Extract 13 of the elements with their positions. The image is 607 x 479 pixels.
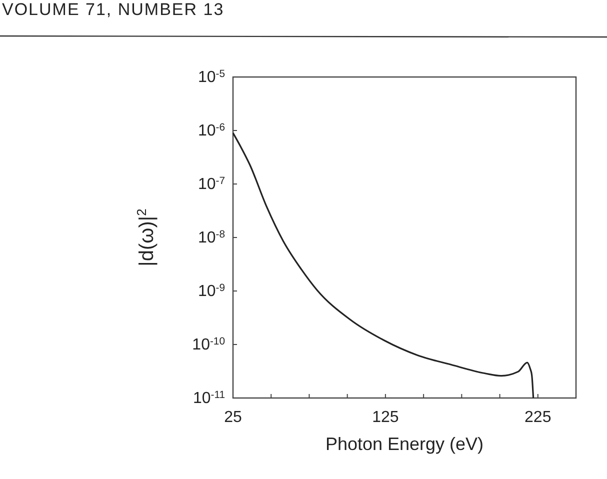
y-tick-label: 10$^{-8}$ [198, 229, 226, 246]
y-tick-label: 10$^{-6}$ [198, 122, 226, 140]
y-tick-label: 10$^{-5}$ [198, 68, 226, 86]
y-tick-label: 10$^{-7}$ [198, 176, 226, 193]
x-axis-title: Photon Energy (eV) [325, 434, 484, 454]
x-tick-label: 125 [372, 409, 399, 426]
y-tick-label: 10$^{-9}$ [198, 282, 226, 300]
text: VOLUME 71, NUMBER 13 [2, 0, 224, 19]
line-series [232, 132, 534, 399]
y-tick-label: 10$^{-10}$ [192, 336, 226, 354]
y-tick-label: 10$^{-11}$ [192, 390, 226, 407]
x-tick-label: 25 [224, 409, 242, 426]
x-tick-label: 225 [524, 409, 552, 426]
